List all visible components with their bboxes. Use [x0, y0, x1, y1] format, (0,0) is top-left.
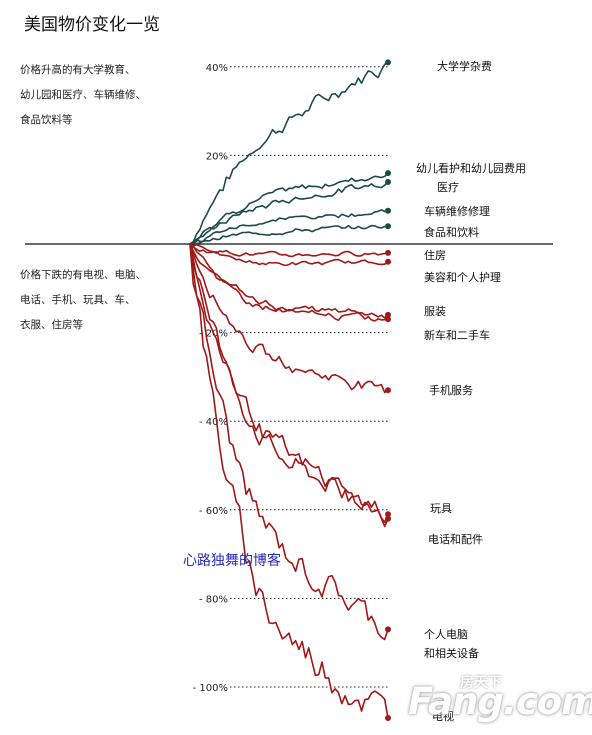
falling-note-line: 衣服、住房等 [20, 319, 83, 331]
y-tick-label: - 60% [199, 506, 228, 517]
series-end-point [385, 207, 391, 214]
rising-note-line: 幼儿园和医疗、车辆维修、 [20, 89, 146, 101]
series-end-point [385, 626, 391, 633]
falling-note: 价格下跌的有电视、电脑、 电话、手机、玩具、车、 衣服、住房等 [20, 263, 180, 338]
chart-title: 美国物价变化一览 [24, 15, 160, 35]
series-label: 服装 [424, 305, 446, 318]
series-end-point [385, 59, 391, 66]
series-line [189, 224, 389, 245]
series-line [189, 243, 389, 524]
series-line [189, 243, 389, 641]
series-end-point [385, 258, 391, 265]
series-label: 和相关设备 [424, 646, 479, 660]
series-line [189, 243, 389, 394]
y-tick-label: - 40% [199, 417, 228, 428]
y-tick-label: 20% [206, 151, 228, 162]
y-tick-label: 40% [206, 63, 228, 74]
series-end-point [385, 249, 391, 256]
y-tick-label: - 80% [199, 594, 228, 605]
series-line [189, 243, 389, 319]
falling-note-line: 价格下跌的有电视、电脑、 [20, 269, 146, 281]
series-line [189, 243, 389, 267]
series-label: 食品和饮料 [424, 225, 479, 239]
series-line [189, 243, 389, 719]
series-line [189, 181, 389, 245]
series-label: 大学学杂费 [437, 59, 492, 73]
series-line [189, 243, 389, 258]
logo-name: Fang.com [408, 680, 592, 723]
fang-logo: 房天下 Fang.com [408, 672, 592, 728]
series-label: 住房 [424, 248, 446, 262]
logo-subtitle: 房天下 [460, 675, 502, 691]
series-line [189, 209, 389, 247]
series-line [189, 61, 389, 245]
series-end-point [385, 511, 391, 518]
series-end-point [385, 515, 391, 522]
blog-watermark: 心路独舞的博客 [183, 553, 281, 569]
series-end-point [385, 715, 391, 722]
series-end-point [385, 178, 391, 185]
rising-note: 价格升高的有大学教育、 幼儿园和医疗、车辆维修、 食品饮料等 [20, 58, 180, 133]
series-line [189, 243, 389, 528]
y-tick-label: - 100% [193, 683, 228, 694]
series-label: 个人电脑 [424, 628, 468, 641]
series-label: 电视 [432, 709, 454, 723]
rising-note-line: 食品饮料等 [20, 114, 73, 126]
series-end-point [385, 316, 391, 323]
series-end-point [385, 170, 391, 177]
series-line [189, 243, 389, 322]
series-end-point [385, 387, 391, 394]
series-label: 车辆维修修理 [424, 204, 490, 218]
series-label: 医疗 [437, 180, 459, 194]
series-label: 手机服务 [429, 383, 473, 397]
series-label: 幼儿看护和幼儿园费用 [416, 161, 526, 175]
series-end-point [385, 223, 391, 230]
series-label: 新车和二手车 [424, 328, 490, 342]
series-label: 美容和个人护理 [424, 270, 501, 284]
series-line [189, 172, 389, 245]
falling-note-line: 电话、手机、玩具、车、 [20, 294, 136, 306]
rising-note-line: 价格升高的有大学教育、 [20, 64, 136, 76]
series-label: 电话和配件 [428, 533, 483, 546]
series-end-point [385, 311, 391, 318]
series-label: 玩具 [430, 502, 452, 515]
